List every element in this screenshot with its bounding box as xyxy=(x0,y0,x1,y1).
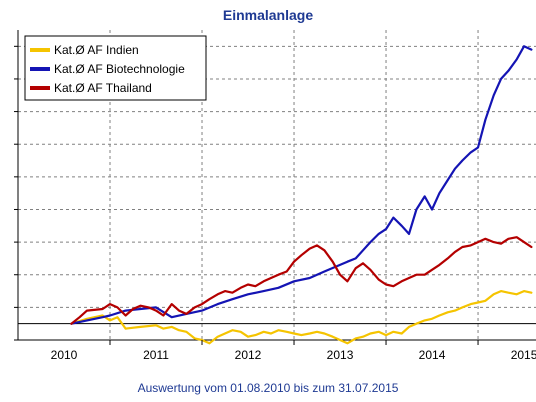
x-tick-label: 2011 xyxy=(143,348,169,362)
legend-label: Kat.Ø AF Biotechnologie xyxy=(54,62,185,76)
x-tick-label: 2014 xyxy=(419,348,446,362)
x-tick-label: 2010 xyxy=(51,348,78,362)
series-line-2 xyxy=(70,45,533,325)
x-tick-label: 2013 xyxy=(327,348,354,362)
chart-title: Einmalanlage xyxy=(223,7,313,23)
legend-label: Kat.Ø AF Indien xyxy=(54,43,139,57)
x-axis: 2010 2011 2012 2013 2014 2015 xyxy=(51,340,536,362)
legend-label: Kat.Ø AF Thailand xyxy=(54,81,152,95)
chart-footer: Auswertung vom 01.08.2010 bis zum 31.07.… xyxy=(138,381,399,395)
x-tick-label: 2015 xyxy=(511,348,536,362)
series-line-1 xyxy=(70,290,533,345)
legend-box xyxy=(24,35,207,101)
series-line-3 xyxy=(70,236,533,325)
legend: Kat.Ø AF Indien Kat.Ø AF Biotechnologie Ka… xyxy=(24,35,207,101)
x-tick-label: 2012 xyxy=(235,348,262,362)
plot-area xyxy=(14,30,536,345)
